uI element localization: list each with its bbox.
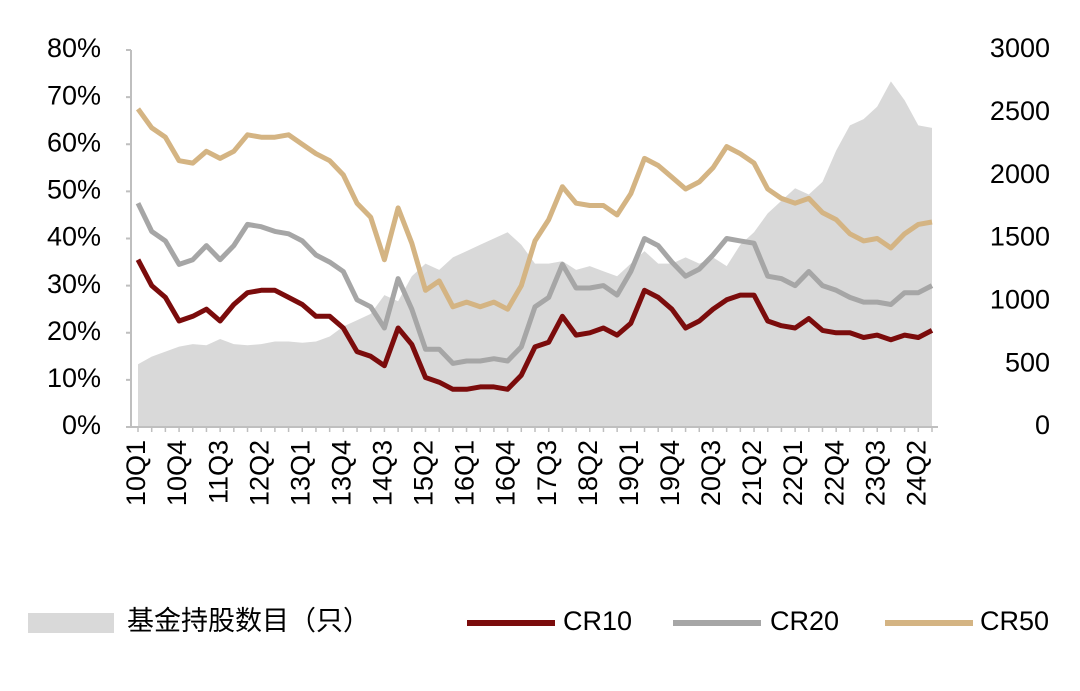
x-tick-label: 19Q4 [655,440,685,506]
x-tick-label: 13Q4 [326,440,356,506]
x-tick-label: 22Q4 [819,440,849,506]
x-tick-label: 11Q3 [203,440,233,504]
area [138,81,932,428]
y-tick-label: 70% [47,80,101,110]
y-tick-label: 30% [47,269,101,299]
legend-label: CR50 [980,606,1049,636]
line [135,107,933,312]
y-tick-label: 10% [47,363,101,393]
x-tick-label: 23Q3 [860,440,890,506]
x-tick-label: 13Q1 [285,440,315,506]
x-tick-label: 19Q1 [614,440,644,506]
y2-tick-label: 500 [1005,347,1050,377]
y-tick-label: 80% [47,33,101,63]
x-tick-label: 17Q3 [532,440,562,506]
y-tick-label: 60% [47,127,101,157]
y-tick-label: 0% [62,410,101,440]
x-tick-label: 16Q1 [450,440,480,506]
y-tick-label: 50% [47,175,101,205]
y2-tick-label: 2500 [990,96,1050,126]
line [135,258,934,392]
x-tick-label: 16Q4 [491,440,521,506]
y2-tick-label: 0 [1035,410,1050,440]
x-tick-label: 12Q2 [244,440,274,506]
y2-tick-label: 1000 [990,284,1050,314]
x-tick-label: 20Q3 [696,440,726,506]
y-tick-label: 40% [47,222,101,252]
y2-tick-label: 3000 [990,33,1050,63]
y-tick-label: 20% [47,316,101,346]
x-tick-label: 10Q1 [121,440,151,506]
x-tick-label: 10Q4 [162,440,192,506]
x-tick-label: 21Q2 [737,440,767,506]
legend-swatch [28,613,114,633]
x-tick-label: 24Q2 [901,440,931,506]
x-tick-label: 15Q2 [409,440,439,506]
legend-label: CR20 [770,606,839,636]
y2-tick-label: 2000 [990,159,1050,189]
legend-label: CR10 [563,606,632,636]
x-tick-label: 18Q2 [573,440,603,506]
legend-label: 基金持股数目（只） [127,606,370,636]
line [135,202,934,366]
x-tick-label: 14Q3 [368,440,398,506]
x-tick-label: 22Q1 [778,440,808,506]
y2-tick-label: 1500 [990,222,1050,252]
